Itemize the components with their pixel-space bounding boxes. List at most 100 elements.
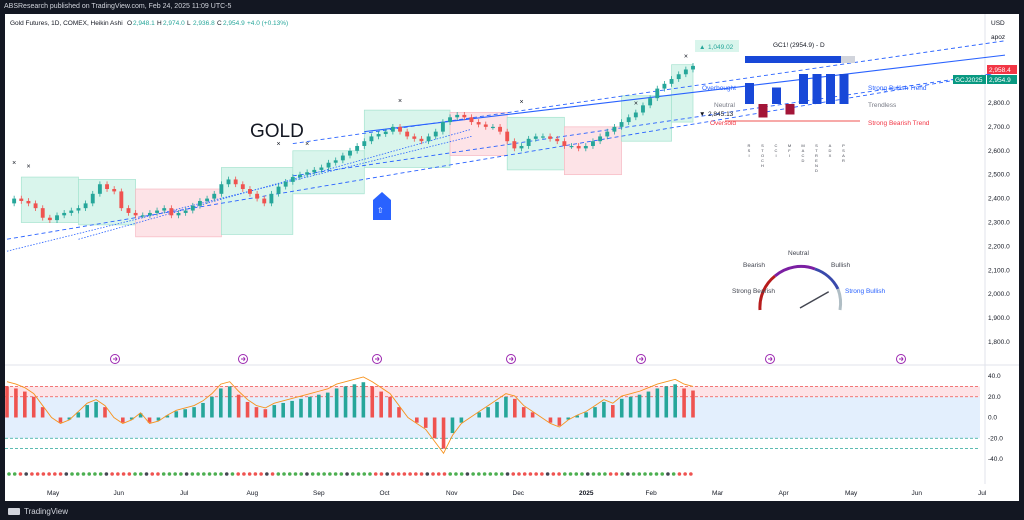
green-range-box [621,95,672,142]
signal-dot [253,472,258,476]
signal-box[interactable]: ⇧ [373,192,391,220]
signal-dot [522,472,527,476]
status-column-letter: S [815,143,818,148]
event-circle-icon[interactable] [372,354,382,364]
signal-dot [379,472,384,476]
osc-bar [646,391,651,418]
time-tick-label: Sep [313,490,325,497]
chart-panel[interactable]: Gold Futures, 1D, COMEX, Heikin Ashi O 2… [5,14,1019,501]
price-tick-label: 2,400.0 [988,196,1010,203]
signal-dot [196,472,200,476]
osc-bar [450,417,455,434]
signal-dot [116,472,120,476]
signal-dot [494,472,498,476]
status-column-letter: C [802,153,805,158]
signal-dot [282,472,286,476]
status-column-letter: R [815,153,818,158]
candle-up [433,131,438,137]
strong-bullish-trend-label: Strong Bullish Trend [868,85,927,92]
signal-dot [436,472,441,476]
candle-up [312,169,317,173]
currency-sub: apoz [991,34,1005,41]
signal-dot [30,472,34,476]
signal-dot [626,472,630,476]
osc-bar [147,417,152,423]
candle-up [633,112,638,118]
event-circles[interactable] [110,354,906,364]
signal-dot [47,472,51,476]
osc-bar [575,415,579,418]
price-tick-label: 2,100.0 [988,267,1010,274]
event-circle-icon[interactable] [110,354,120,364]
osc-bar [5,386,9,418]
event-circle-icon[interactable] [238,354,248,364]
status-column-letter: S [748,148,751,153]
event-circle-icon[interactable] [896,354,906,364]
osc-bar [477,412,481,418]
signal-dot [81,472,86,476]
signal-dot [161,472,166,476]
event-circle-icon[interactable] [765,354,775,364]
osc-bar [23,391,27,418]
candle-up [662,83,667,89]
signal-dot [425,472,430,476]
x-marker: × [684,54,688,61]
status-column-letter: M [788,143,791,148]
candle-up [155,210,160,213]
status-column-letter: D [815,168,818,173]
signal-dot [557,472,561,476]
signal-dot [465,472,470,476]
event-circle-icon[interactable] [636,354,646,364]
signal-dot [121,472,126,476]
status-bar-up [799,74,808,104]
candle-up [340,155,345,161]
gauge-arc-bullish [814,267,840,290]
status-column-letter: I [775,153,776,158]
price-tick-label: 2,000.0 [988,291,1010,298]
signal-dot [207,472,212,476]
candle-down [512,141,517,149]
gold-label: GOLD [250,121,304,142]
x-marker: × [634,100,638,107]
signal-dot [333,472,338,476]
signal-dot [93,472,97,476]
signal-dot [167,472,172,476]
signal-dot [270,472,275,476]
lower-target-label: ▼ 2,845.13 [699,111,734,118]
signal-dot [677,472,682,476]
osc-bar [504,396,508,418]
event-circle-icon[interactable] [506,354,516,364]
osc-bar [548,417,553,423]
status-column-letter: A [842,153,845,158]
candle-down [119,191,124,209]
status-column-letter: A [802,148,805,153]
time-tick-label: Jul [180,490,189,497]
osc-bar [495,401,499,418]
time-tick-label: Apr [779,490,790,497]
candle-up [305,172,310,175]
red-range-box [449,112,508,156]
osc-bar [423,417,428,428]
signal-dot [603,472,607,476]
status-column-letter: D [829,148,832,153]
candle-up [76,208,81,211]
price-tag-ticker: GCJ2025 [955,77,983,84]
oscillator-pane: 40.0 20.0 0.0 -20.0 -40.0 [5,373,1003,463]
status-column-letter: O [761,153,764,158]
osc-bar [281,402,285,418]
signal-dot [385,472,389,476]
candle-up [183,210,188,213]
signal-dot [471,472,475,476]
candle-down [548,136,553,139]
candle-up [162,208,167,211]
status-column-letter: A [829,143,832,148]
candle-up [591,141,595,146]
time-tick-label: May [47,490,60,497]
signal-dot [683,472,687,476]
osc-overbought-band [5,386,980,397]
indicator-status-panel: GC1! (2954.9) - D Overbought Neutral Ove… [702,42,930,173]
chart-svg[interactable]: Gold Futures, 1D, COMEX, Heikin Ashi O 2… [5,14,1019,501]
osc-bar [263,409,268,418]
low-label: L [187,20,191,27]
osc-bar [192,407,196,418]
